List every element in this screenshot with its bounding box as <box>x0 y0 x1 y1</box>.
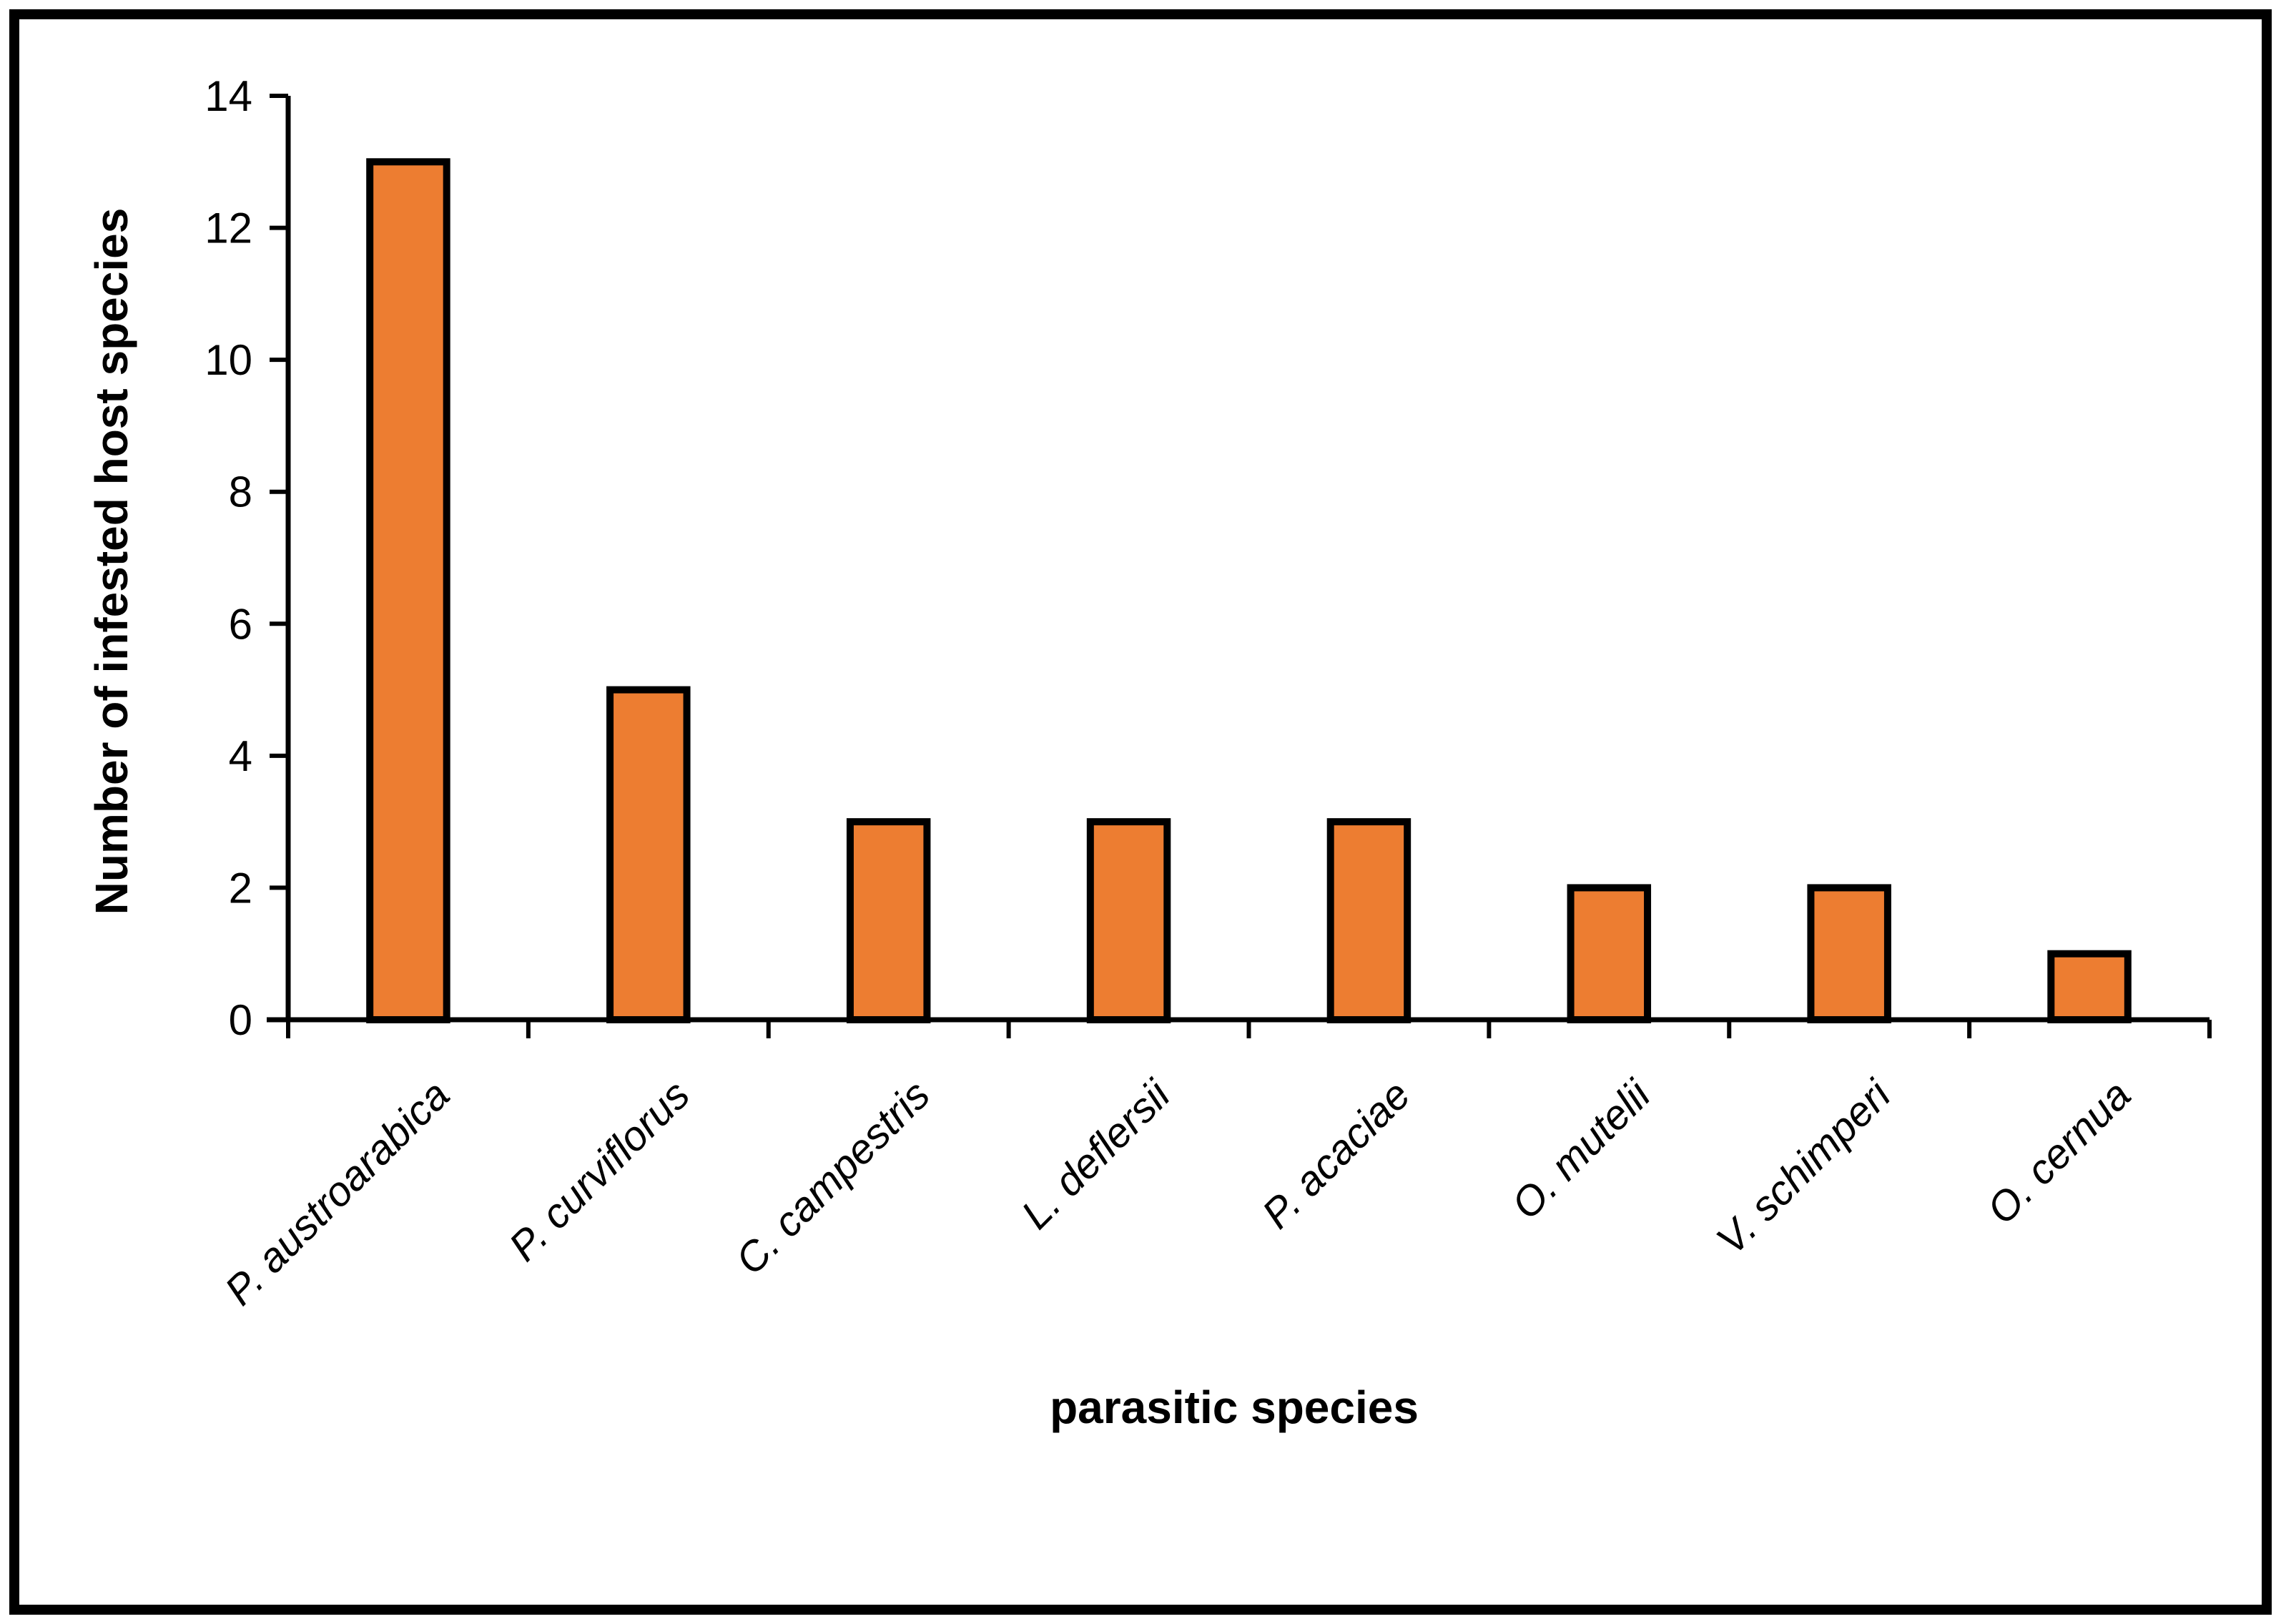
y-tick-label: 12 <box>205 205 252 252</box>
x-axis-title: parasitic species <box>1050 1382 1419 1433</box>
bar <box>366 158 450 1023</box>
y-tick-label: 6 <box>229 600 252 648</box>
bars-group <box>366 158 2132 1024</box>
y-axis-title: Number of infested host species <box>86 208 137 915</box>
y-tick-label: 8 <box>229 468 252 516</box>
y-tick-label: 14 <box>205 72 252 120</box>
bar <box>1807 884 1891 1024</box>
y-tick-label: 0 <box>229 996 252 1044</box>
bar <box>1086 818 1171 1023</box>
bar <box>1326 818 1412 1023</box>
bar <box>1567 884 1652 1024</box>
y-tick-label: 2 <box>229 864 252 912</box>
y-tick-label: 10 <box>205 336 252 384</box>
y-axis-ticks: 0 2 4 6 8 10 12 14 <box>205 72 288 1044</box>
bar <box>606 686 691 1023</box>
y-tick-label: 4 <box>229 732 252 780</box>
bar <box>2047 950 2132 1023</box>
chart-border <box>9 9 2272 1615</box>
bar <box>846 818 931 1023</box>
